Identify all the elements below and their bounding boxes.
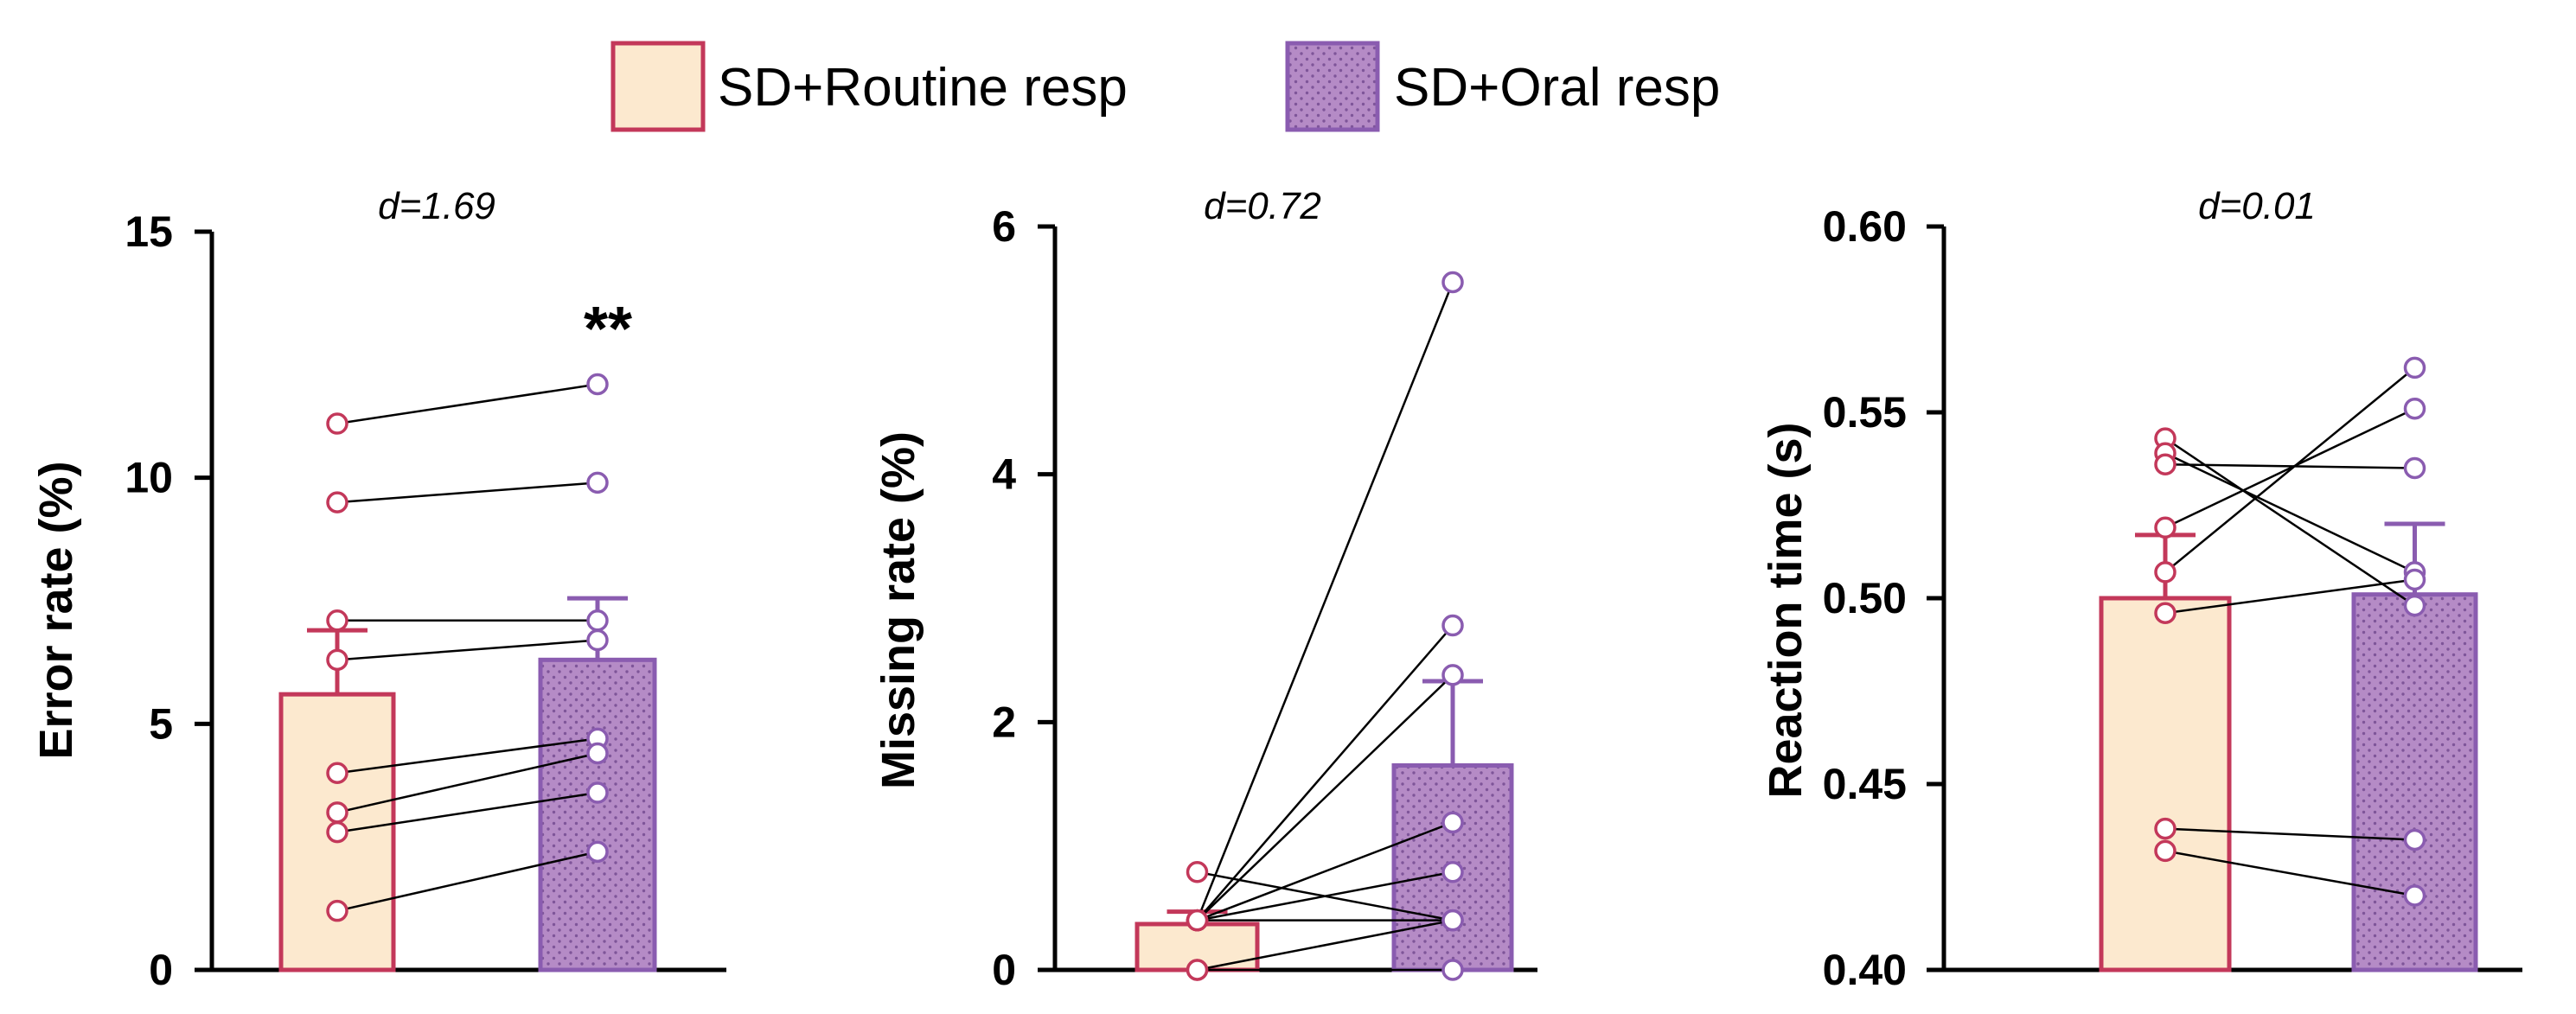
point-oral xyxy=(586,742,609,765)
point-oral xyxy=(2403,568,2426,591)
point-oral xyxy=(1441,271,1464,294)
paired-line xyxy=(336,639,598,661)
y-axis-label: Reaction time (s) xyxy=(1760,422,1812,798)
point-routine xyxy=(1186,959,1209,981)
y-axis-label: Missing rate (%) xyxy=(873,431,924,789)
paired-line xyxy=(2164,850,2415,897)
point-routine xyxy=(2154,817,2176,840)
bar-oral-pattern xyxy=(2355,596,2474,968)
point-oral xyxy=(586,628,609,652)
significance-marker: ** xyxy=(584,295,632,364)
point-oral xyxy=(1441,909,1464,932)
bar-oral-pattern xyxy=(542,661,653,968)
y-tick-label: 4 xyxy=(992,450,1016,499)
point-routine xyxy=(2154,839,2176,863)
legend-label-oral: SD+Oral resp xyxy=(1394,58,1720,118)
point-oral xyxy=(2403,456,2426,480)
bar-routine xyxy=(2099,596,2232,973)
paired-line xyxy=(1197,919,1454,972)
effect-size-label: d=0.01 xyxy=(2198,185,2316,227)
paired-line xyxy=(2164,578,2415,615)
point-routine xyxy=(1186,861,1209,883)
legend-swatch-routine xyxy=(610,41,706,132)
paired-line xyxy=(1197,871,1454,922)
y-tick-label: 0.55 xyxy=(1823,388,1907,437)
y-axis-label: Error rate (%) xyxy=(30,461,82,759)
paired-line xyxy=(1196,624,1454,922)
paired-line xyxy=(2164,437,2416,607)
y-tick-label: 0.60 xyxy=(1823,202,1907,251)
effect-size-label: d=0.72 xyxy=(1204,185,1321,227)
point-oral xyxy=(586,471,609,494)
paired-line xyxy=(336,481,598,504)
y-tick-label: 0.45 xyxy=(1823,760,1907,808)
paired-line xyxy=(336,737,598,775)
legend-item-oral: SD+Oral resp xyxy=(1285,41,1720,132)
y-tick-label: 0.40 xyxy=(1823,946,1907,994)
paired-line xyxy=(336,752,598,814)
point-routine xyxy=(2154,561,2176,584)
point-oral xyxy=(586,781,609,804)
point-oral xyxy=(1441,811,1464,834)
legend-swatch-oral-dots xyxy=(1289,45,1376,128)
point-oral xyxy=(1441,664,1464,686)
paired-line xyxy=(2164,452,2416,574)
point-routine xyxy=(1186,909,1209,932)
y-tick-label: 5 xyxy=(149,699,173,748)
point-oral xyxy=(1441,614,1464,637)
legend: SD+Routine resp SD+Oral resp xyxy=(610,41,1720,132)
paired-line xyxy=(336,383,598,425)
y-tick-label: 6 xyxy=(992,202,1016,251)
legend-label-routine: SD+Routine resp xyxy=(718,58,1128,118)
y-tick-label: 10 xyxy=(125,454,173,502)
point-routine xyxy=(326,648,348,672)
y-tick-label: 2 xyxy=(992,698,1016,746)
point-oral xyxy=(586,840,609,864)
point-routine xyxy=(326,801,348,824)
point-routine xyxy=(2154,602,2176,624)
paired-line xyxy=(336,851,598,912)
y-tick-label: 15 xyxy=(125,207,173,256)
effect-size-label: d=1.69 xyxy=(378,185,495,227)
point-oral xyxy=(1441,959,1464,981)
point-routine xyxy=(326,412,348,435)
point-routine xyxy=(326,899,348,922)
paired-line xyxy=(336,791,598,833)
paired-line xyxy=(1197,821,1454,922)
y-tick-label: 0 xyxy=(149,946,173,994)
panel-missing-rate: Missing rate (%) d=0.72 0 2 4 6 xyxy=(873,185,1537,994)
panel-error-rate: Error rate (%) d=1.69 ** 0 5 10 15 xyxy=(30,185,726,994)
point-oral xyxy=(2403,594,2426,617)
point-routine xyxy=(326,762,348,785)
paired-line xyxy=(2164,827,2415,841)
paired-line xyxy=(2164,407,2416,529)
point-oral xyxy=(2403,884,2426,907)
point-oral xyxy=(1441,861,1464,883)
point-routine xyxy=(2154,453,2176,475)
point-oral xyxy=(586,609,609,632)
paired-line xyxy=(2164,462,2415,469)
point-oral xyxy=(586,373,609,396)
legend-item-routine: SD+Routine resp xyxy=(610,41,1128,132)
point-routine xyxy=(2154,516,2176,539)
paired-line xyxy=(2164,367,2416,573)
point-routine xyxy=(326,820,348,844)
point-oral xyxy=(2403,356,2426,379)
point-oral xyxy=(2403,397,2426,420)
y-tick-label: 0 xyxy=(992,946,1016,994)
paired-line xyxy=(1196,282,1454,922)
point-routine xyxy=(326,491,348,513)
panel-reaction-time: Reaction time (s) d=0.01 0.40 0.45 0.50 0.5… xyxy=(1760,185,2522,994)
y-tick-label: 0.50 xyxy=(1823,574,1907,622)
point-oral xyxy=(2403,828,2426,851)
point-routine xyxy=(326,609,348,632)
